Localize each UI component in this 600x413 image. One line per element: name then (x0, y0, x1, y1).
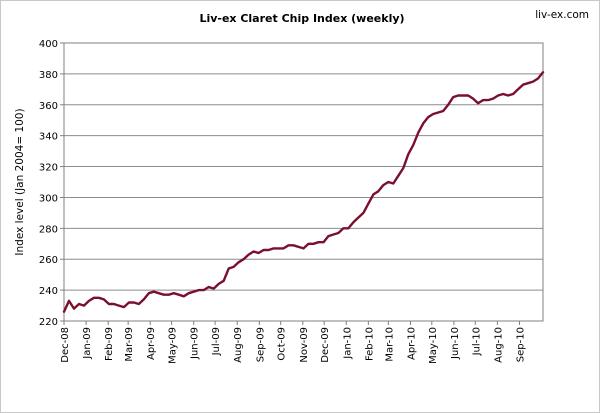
y-tick-label-340: 340 (39, 132, 58, 143)
x-tick-label-aug-10: Aug-10 (493, 327, 504, 363)
y-axis-label: Index level (Jan 2004= 100) (14, 108, 26, 255)
y-axis: 220 240 260 280 300 320 340 360 380 400 (39, 39, 64, 328)
y-tick-label-220: 220 (39, 317, 58, 328)
x-tick-label-jul-10: Jul-10 (471, 327, 482, 356)
x-tick-label-nov-09: Nov-09 (299, 327, 310, 363)
chart-title: Liv-ex Claret Chip Index (weekly) (199, 12, 404, 25)
y-tick-label-280: 280 (39, 224, 58, 235)
x-tick-label-dec-09: Dec-09 (320, 327, 331, 363)
x-tick-label-mar-10: Mar-10 (384, 327, 395, 362)
y-tick-label-400: 400 (39, 39, 58, 50)
x-tick-label-oct-09: Oct-09 (277, 327, 288, 361)
watermark: liv-ex.com (535, 9, 589, 21)
x-tick-label-mar-09: Mar-09 (124, 327, 135, 362)
series-layer (62, 71, 545, 313)
x-tick-label-jan-09: Jan-09 (82, 327, 93, 360)
y-tick-label-300: 300 (39, 193, 58, 204)
y-tick-label-380: 380 (39, 70, 58, 81)
x-axis: Dec-08 Jan-09 Feb-09 Mar-09 Apr-09 May-09 Jun-… (60, 321, 526, 364)
x-tick-label-apr-09: Apr-09 (146, 327, 157, 360)
y-tick-label-360: 360 (39, 101, 58, 112)
y-tick-label-320: 320 (39, 163, 58, 174)
x-tick-label-jan-10: Jan-10 (342, 327, 353, 360)
x-tick-label-feb-10: Feb-10 (364, 327, 375, 361)
x-tick-label-sep-09: Sep-09 (255, 327, 266, 362)
x-tick-label-jun-09: Jun-09 (190, 327, 201, 360)
x-tick-label-dec-08: Dec-08 (60, 327, 71, 363)
x-tick-label-may-09: May-09 (168, 327, 179, 364)
x-tick-label-may-10: May-10 (428, 327, 439, 364)
x-tick-label-apr-10: Apr-10 (406, 327, 417, 360)
y-tick-label-260: 260 (39, 255, 58, 266)
y-tick-label-240: 240 (39, 286, 58, 297)
plot-area (63, 42, 544, 322)
x-tick-label-sep-10: Sep-10 (515, 327, 526, 362)
x-tick-label-jun-10: Jun-10 (450, 327, 461, 360)
x-tick-label-jul-09: Jul-09 (211, 327, 222, 356)
x-tick-label-feb-09: Feb-09 (104, 327, 115, 361)
series-line-index (62, 71, 545, 313)
x-tick-label-aug-09: Aug-09 (233, 327, 244, 363)
